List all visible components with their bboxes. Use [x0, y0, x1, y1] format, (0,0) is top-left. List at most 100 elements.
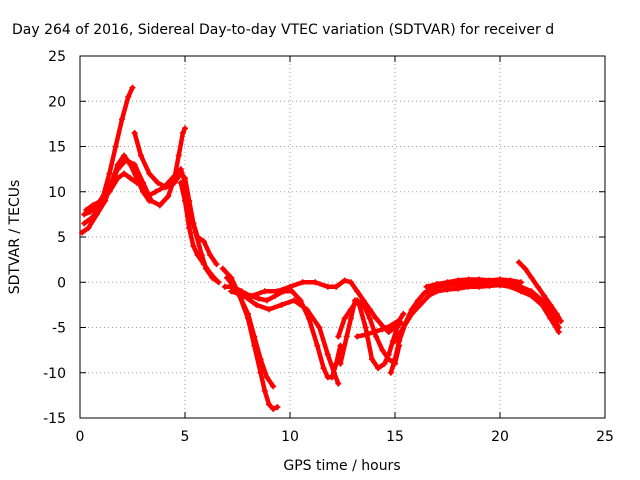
data-point [186, 224, 193, 231]
data-point [354, 288, 361, 295]
data-point [528, 274, 535, 281]
data-point [251, 333, 258, 340]
data-point [131, 161, 138, 168]
data-point [289, 288, 296, 295]
data-point [316, 324, 323, 331]
y-tick-label: -10 [43, 366, 66, 382]
data-point [385, 351, 392, 358]
series-line [79, 153, 152, 235]
data-point [81, 211, 88, 218]
data-point [119, 116, 125, 123]
data-point [555, 329, 562, 336]
data-point [528, 292, 535, 299]
data-point [182, 197, 188, 204]
data-point [476, 283, 482, 290]
y-tick-label: 10 [48, 185, 66, 201]
data-point [179, 129, 186, 136]
series-arc-18 [515, 259, 564, 325]
series-line [392, 282, 562, 344]
data-point [125, 93, 132, 100]
data-point [263, 297, 270, 304]
data-point [190, 243, 197, 250]
data-point [444, 279, 451, 286]
series-arc-10 [221, 283, 344, 381]
data-point [287, 283, 293, 290]
chart-title: Day 264 of 2016, Sidereal Day-to-day VTE… [12, 22, 554, 38]
data-point [333, 283, 340, 290]
data-point [396, 317, 403, 324]
data-point [274, 288, 281, 295]
data-point [375, 365, 382, 372]
data-point [476, 276, 482, 283]
data-point [192, 229, 199, 236]
data-point [352, 297, 359, 304]
data-point [200, 238, 207, 245]
data-point [356, 301, 363, 308]
series-arc-17 [423, 276, 524, 290]
data-point [387, 369, 394, 376]
data-point [385, 329, 392, 336]
data-point [312, 279, 319, 286]
data-point [373, 315, 380, 322]
data-point [144, 193, 151, 200]
data-point [486, 282, 493, 289]
data-point [534, 283, 541, 290]
data-point [278, 301, 285, 308]
data-point [81, 220, 88, 227]
data-point [123, 157, 130, 164]
data-point [341, 315, 348, 322]
data-point [266, 401, 272, 408]
data-point [228, 288, 235, 295]
data-point [270, 383, 277, 390]
data-point [354, 333, 361, 340]
series-arc-4 [83, 170, 140, 213]
data-point [148, 197, 155, 204]
series-arc-2 [79, 152, 153, 236]
data-point [270, 405, 277, 412]
data-point [156, 202, 163, 209]
data-point [129, 84, 136, 91]
data-point [133, 179, 140, 186]
data-point [165, 193, 172, 200]
series-line [178, 180, 219, 283]
data-point [272, 292, 279, 299]
data-point [87, 208, 94, 215]
data-point [417, 301, 424, 308]
series-arc-7 [177, 179, 220, 284]
data-point [261, 288, 268, 295]
data-point [240, 292, 247, 299]
data-point [381, 360, 388, 367]
data-series [79, 84, 564, 412]
data-point [366, 315, 373, 322]
y-tick-label: 0 [57, 275, 66, 291]
data-point [518, 279, 524, 286]
data-point [194, 252, 201, 259]
x-tick-label: 15 [386, 429, 404, 445]
data-point [394, 324, 401, 331]
series-arc-19 [354, 310, 407, 340]
data-point [154, 179, 161, 186]
data-point [335, 333, 342, 340]
data-point [137, 152, 144, 159]
data-point [89, 202, 96, 209]
x-tick-label: 0 [76, 429, 85, 445]
data-point [415, 297, 422, 304]
axis-ticks [79, 55, 606, 419]
x-tick-label: 5 [181, 429, 190, 445]
data-point [266, 306, 272, 313]
data-point [341, 277, 348, 284]
data-point [255, 295, 262, 302]
data-point [177, 179, 184, 186]
data-point [343, 333, 350, 340]
data-point [224, 274, 230, 281]
data-point [314, 342, 321, 349]
data-point [161, 184, 167, 191]
x-axis-label: GPS time / hours [283, 458, 400, 474]
x-tick-label: 20 [491, 429, 509, 445]
data-point [362, 331, 369, 338]
y-axis-label: SDTVAR / TECUs [7, 180, 23, 295]
data-point [152, 188, 159, 195]
data-point [230, 283, 237, 290]
y-tick-label: -15 [43, 411, 66, 427]
